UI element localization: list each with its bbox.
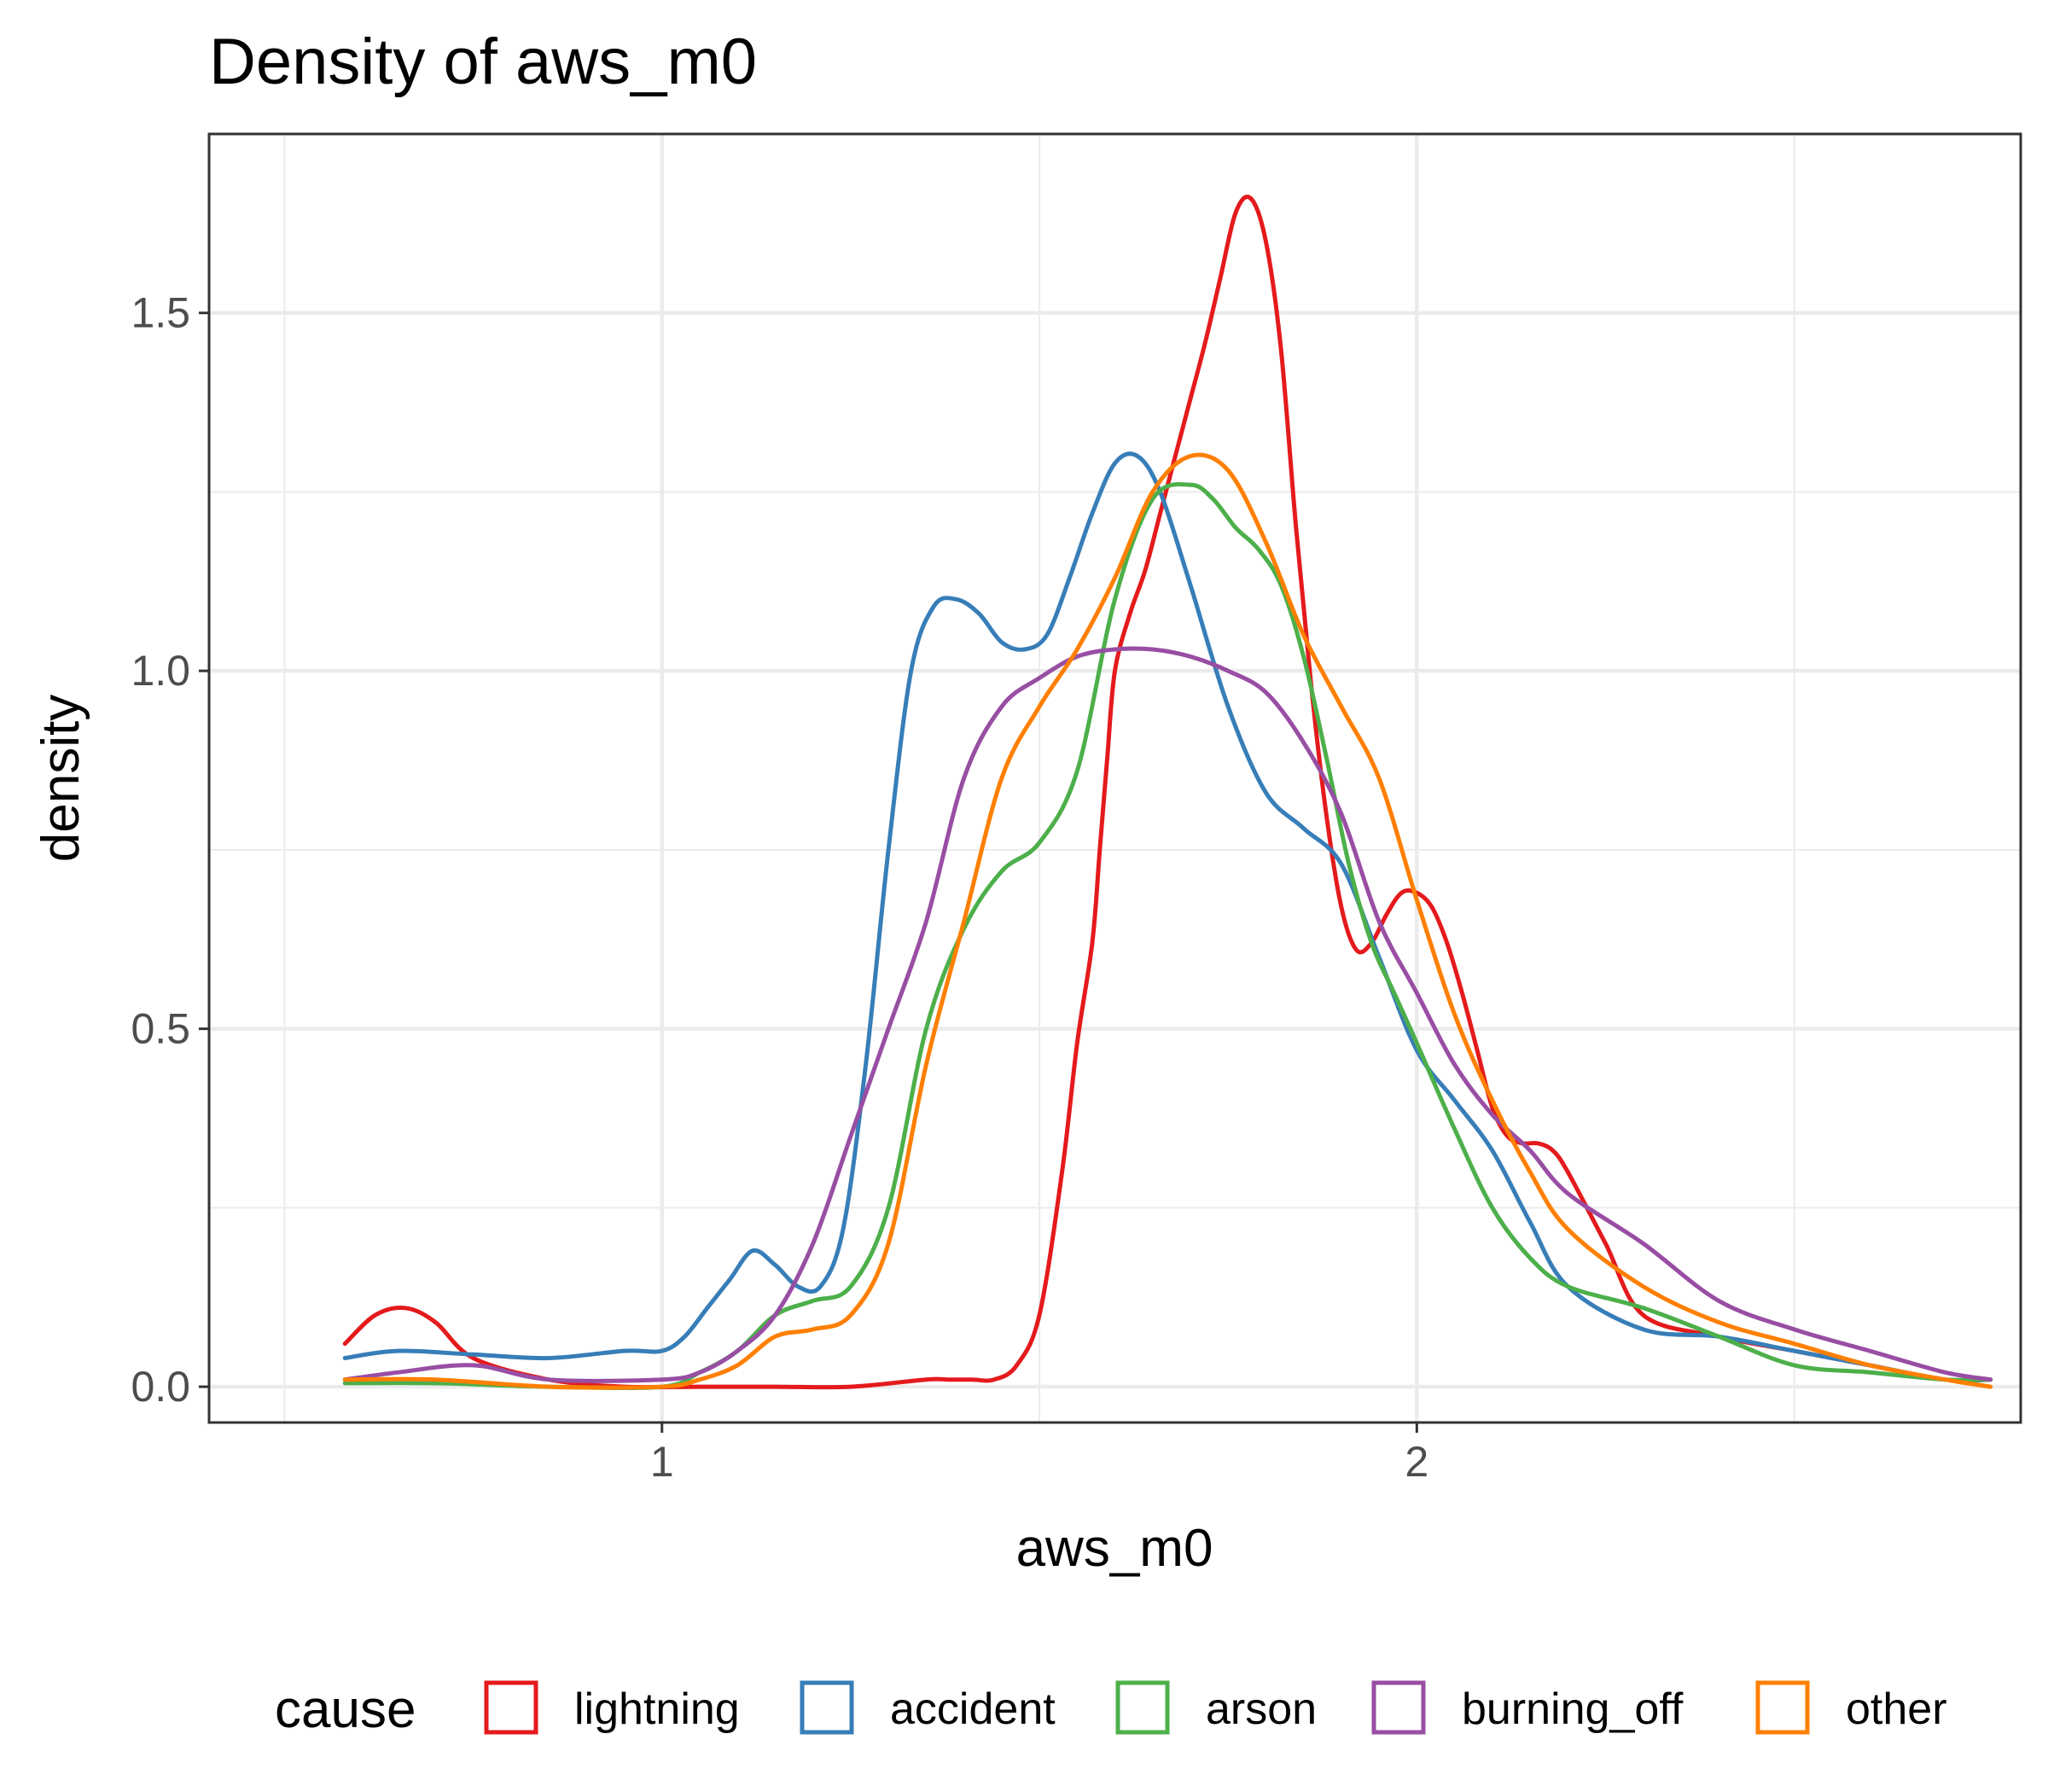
- series-line-other: [342, 452, 1993, 1390]
- minor-gridlines: [209, 134, 2021, 1423]
- legend-label-other: other: [1846, 1684, 1947, 1734]
- y-axis-title: density: [32, 695, 90, 862]
- series-line-accident: [342, 451, 1993, 1383]
- legend-label-arson: arson: [1206, 1684, 1317, 1734]
- major-gridlines: [209, 134, 2021, 1423]
- series-layer: [342, 195, 1993, 1391]
- y-tick-label: 0.5: [131, 1005, 190, 1053]
- legend-key-burning-off: [1371, 1680, 1426, 1735]
- legend-label-accident: accident: [890, 1684, 1056, 1734]
- series-line-arson: [342, 482, 1993, 1391]
- legend-key-accident: [800, 1680, 854, 1735]
- panel-border: [207, 132, 2022, 1424]
- legend-label-lightning: lightning: [574, 1684, 740, 1734]
- x-tick-label: 1: [650, 1438, 674, 1486]
- legend: cause lightning accident arson burning_off o…: [275, 1680, 1947, 1739]
- series-line-lightning: [342, 195, 1993, 1390]
- x-tick-label: 2: [1405, 1438, 1428, 1486]
- legend-key-lightning: [484, 1680, 538, 1735]
- legend-key-arson: [1115, 1680, 1170, 1735]
- y-tick-label: 1.5: [131, 289, 190, 337]
- legend-key-other: [1755, 1680, 1810, 1735]
- y-axis: 0.0 0.5 1.0 1.5: [131, 289, 209, 1411]
- y-tick-label: 1.0: [131, 647, 190, 695]
- chart-title: Density of aws_m0: [209, 26, 757, 98]
- x-axis-title: aws_m0: [1016, 1519, 1213, 1578]
- legend-label-burning-off: burning_off: [1462, 1684, 1684, 1734]
- legend-title: cause: [275, 1680, 416, 1739]
- series-line-burning-off: [342, 646, 1993, 1383]
- y-tick-label: 0.0: [131, 1363, 190, 1411]
